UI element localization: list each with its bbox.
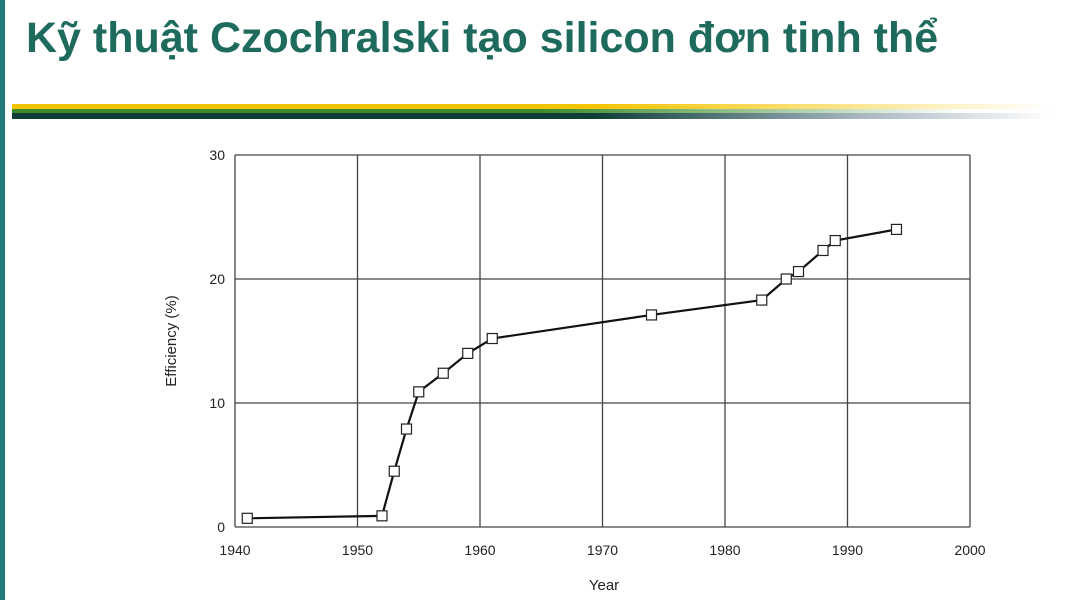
- data-point: [756, 294, 768, 306]
- data-point: [780, 273, 792, 285]
- x-tick-label: 1950: [342, 542, 373, 558]
- x-axis-label: Year: [589, 577, 619, 594]
- data-point: [437, 367, 449, 379]
- title-divider: [12, 104, 1072, 120]
- left-accent-bar: [0, 0, 5, 600]
- y-tick-label: 10: [209, 395, 225, 411]
- y-tick-label: 0: [217, 519, 225, 535]
- y-tick-label: 30: [209, 147, 225, 163]
- data-point: [890, 223, 903, 235]
- data-point: [413, 386, 425, 398]
- data-point: [376, 510, 388, 522]
- data-point: [486, 332, 498, 345]
- data-point: [388, 465, 400, 477]
- data-point: [792, 265, 805, 278]
- x-tick-label: 1960: [464, 542, 495, 558]
- data-point: [645, 309, 658, 321]
- data-point: [400, 423, 413, 435]
- x-tick-label: 1970: [587, 542, 618, 558]
- data-point: [462, 347, 474, 359]
- x-tick-label: 1940: [219, 542, 250, 558]
- x-tick-label: 1990: [832, 542, 863, 558]
- x-tick-label: 1980: [709, 542, 740, 558]
- slide-title: Kỹ thuật Czochralski tạo silicon đơn tin…: [26, 14, 939, 62]
- y-tick-label: 20: [209, 271, 225, 287]
- data-point: [817, 244, 829, 257]
- data-point: [829, 234, 841, 247]
- data-point: [241, 512, 253, 524]
- y-axis-label: Efficiency (%): [163, 295, 180, 386]
- x-tick-label: 2000: [954, 542, 985, 558]
